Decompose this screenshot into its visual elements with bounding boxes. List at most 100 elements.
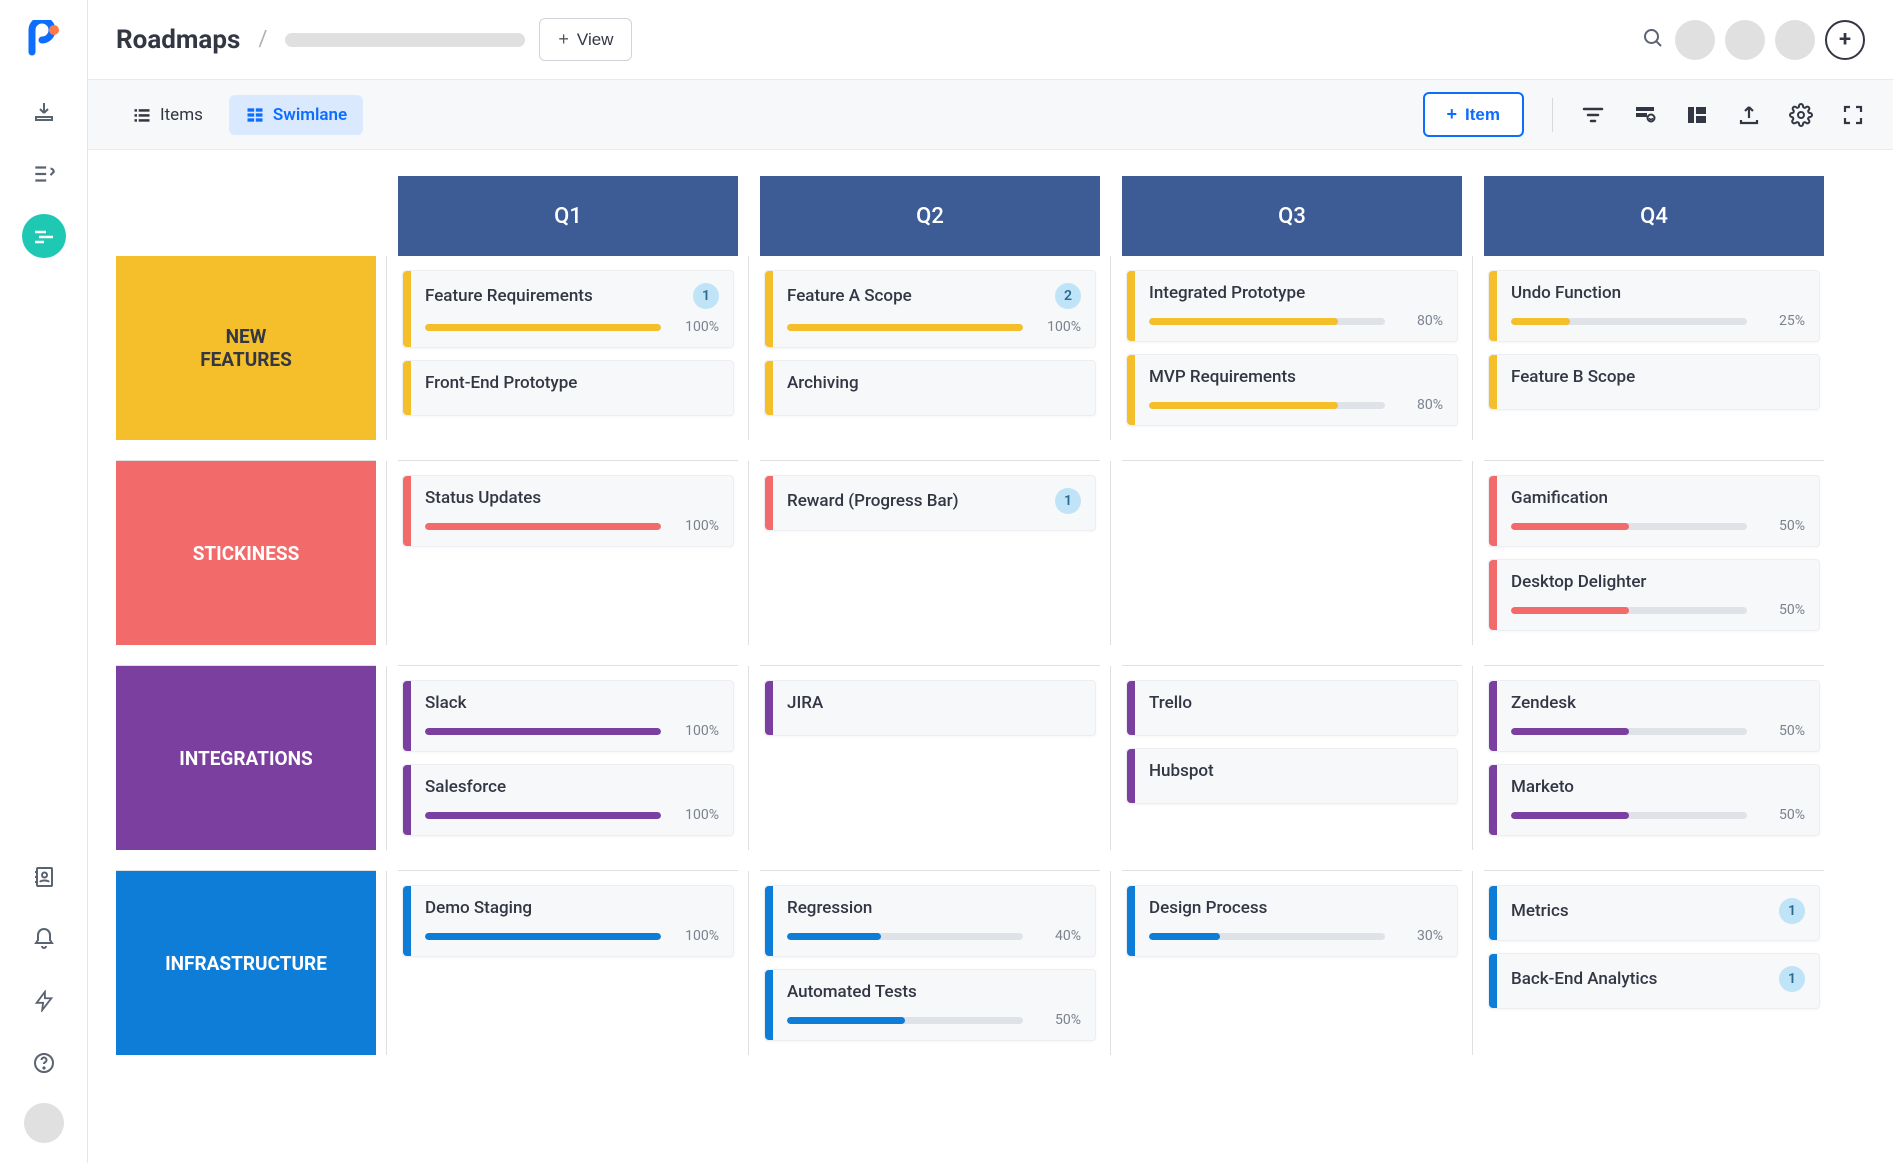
bolt-icon[interactable] — [22, 979, 66, 1023]
progress-fill — [425, 728, 661, 735]
card-top: Feature Requirements1 — [425, 283, 719, 309]
card[interactable]: Demo Staging100% — [402, 885, 734, 957]
card[interactable]: Status Updates100% — [402, 475, 734, 547]
export-icon[interactable] — [1737, 103, 1761, 127]
card-top: Design Process — [1149, 898, 1443, 918]
quarter-header: Q4 — [1484, 176, 1824, 256]
tab-swimlane-label: Swimlane — [273, 105, 347, 125]
card[interactable]: Marketo50% — [1488, 764, 1820, 836]
notifications-icon[interactable] — [22, 917, 66, 961]
card-title: Feature B Scope — [1511, 367, 1635, 387]
progress-label: 100% — [1035, 319, 1081, 335]
card[interactable]: Integrated Prototype80% — [1126, 270, 1458, 342]
card[interactable]: Reward (Progress Bar)1 — [764, 475, 1096, 531]
search-icon[interactable] — [1641, 26, 1665, 54]
progress-bar — [425, 324, 661, 331]
card[interactable]: Feature B Scope — [1488, 354, 1820, 410]
lane-label-infrastructure: INFRASTRUCTURE — [116, 870, 376, 1055]
link-layout-icon[interactable] — [1633, 103, 1657, 127]
card[interactable]: Trello — [1126, 680, 1458, 736]
settings-icon[interactable] — [1789, 103, 1813, 127]
card-badge: 1 — [1779, 898, 1805, 924]
layout-icon[interactable] — [1685, 103, 1709, 127]
quarter-header: Q2 — [760, 176, 1100, 256]
plus-icon: + — [1839, 27, 1851, 52]
card-body: Gamification50% — [1497, 476, 1819, 546]
card[interactable]: Regression40% — [764, 885, 1096, 957]
grid-corner — [116, 176, 376, 256]
card[interactable]: Metrics1 — [1488, 885, 1820, 941]
card[interactable]: Desktop Delighter50% — [1488, 559, 1820, 631]
card[interactable]: Zendesk50% — [1488, 680, 1820, 752]
card-top: Automated Tests — [787, 982, 1081, 1002]
card[interactable]: JIRA — [764, 680, 1096, 736]
lane-label-integrations: INTEGRATIONS — [116, 665, 376, 850]
avatar-placeholder[interactable] — [1675, 20, 1715, 60]
add-view-button[interactable]: + View — [539, 18, 632, 61]
card-stripe — [1127, 681, 1135, 735]
progress-label: 80% — [1397, 397, 1443, 413]
inbox-icon[interactable] — [22, 90, 66, 134]
top-add-button[interactable]: + — [1825, 20, 1865, 60]
card[interactable]: Gamification50% — [1488, 475, 1820, 547]
card-top: Integrated Prototype — [1149, 283, 1443, 303]
avatar-placeholder[interactable] — [1775, 20, 1815, 60]
card-body: Salesforce100% — [411, 765, 733, 835]
cell-integrations-q2: JIRA — [760, 665, 1100, 850]
card-body: Reward (Progress Bar)1 — [773, 476, 1095, 530]
card-top: Metrics1 — [1511, 898, 1805, 924]
card-body: Demo Staging100% — [411, 886, 733, 956]
progress-label: 50% — [1759, 723, 1805, 739]
card-top: Hubspot — [1149, 761, 1443, 781]
card[interactable]: Undo Function25% — [1488, 270, 1820, 342]
card-stripe — [403, 886, 411, 956]
cell-infrastructure-q3: Design Process30% — [1122, 870, 1462, 1055]
card[interactable]: Back-End Analytics1 — [1488, 953, 1820, 1009]
card[interactable]: Salesforce100% — [402, 764, 734, 836]
contacts-icon[interactable] — [22, 855, 66, 899]
fullscreen-icon[interactable] — [1841, 103, 1865, 127]
card[interactable]: Hubspot — [1126, 748, 1458, 804]
filter-icon[interactable] — [1581, 103, 1605, 127]
card-title: Front-End Prototype — [425, 373, 577, 393]
tab-items[interactable]: Items — [116, 95, 219, 135]
card[interactable]: Feature Requirements1100% — [402, 270, 734, 348]
progress-bar — [1149, 933, 1385, 940]
list-check-icon[interactable] — [22, 152, 66, 196]
card-stripe — [403, 681, 411, 751]
tab-swimlane[interactable]: Swimlane — [229, 95, 363, 135]
add-item-button[interactable]: + Item — [1423, 92, 1524, 137]
card[interactable]: Automated Tests50% — [764, 969, 1096, 1041]
card-title: Design Process — [1149, 898, 1267, 918]
progress-row: 80% — [1149, 397, 1443, 413]
progress-fill — [425, 523, 661, 530]
progress-bar — [787, 1017, 1023, 1024]
progress-fill — [1511, 523, 1629, 530]
progress-fill — [1149, 933, 1220, 940]
card-title: Hubspot — [1149, 761, 1214, 781]
card-stripe — [1489, 681, 1497, 751]
roadmap-icon[interactable] — [22, 214, 66, 258]
card[interactable]: Front-End Prototype — [402, 360, 734, 416]
card-body: Trello — [1135, 681, 1457, 735]
progress-row: 100% — [425, 807, 719, 823]
card[interactable]: MVP Requirements80% — [1126, 354, 1458, 426]
card[interactable]: Feature A Scope2100% — [764, 270, 1096, 348]
card-title: Trello — [1149, 693, 1192, 713]
card[interactable]: Design Process30% — [1126, 885, 1458, 957]
help-icon[interactable] — [22, 1041, 66, 1085]
cell-integrations-q3: Trello Hubspot — [1122, 665, 1462, 850]
card[interactable]: Slack100% — [402, 680, 734, 752]
card-title: JIRA — [787, 693, 823, 713]
card-body: Feature B Scope — [1497, 355, 1819, 409]
avatar-placeholder[interactable] — [1725, 20, 1765, 60]
progress-bar — [425, 728, 661, 735]
card[interactable]: Archiving — [764, 360, 1096, 416]
progress-bar — [1149, 318, 1385, 325]
user-avatar[interactable] — [24, 1103, 64, 1143]
card-stripe — [1489, 476, 1497, 546]
cell-stickiness-q3 — [1122, 460, 1462, 645]
card-body: Automated Tests50% — [773, 970, 1095, 1040]
progress-label: 100% — [673, 928, 719, 944]
card-body: Slack100% — [411, 681, 733, 751]
